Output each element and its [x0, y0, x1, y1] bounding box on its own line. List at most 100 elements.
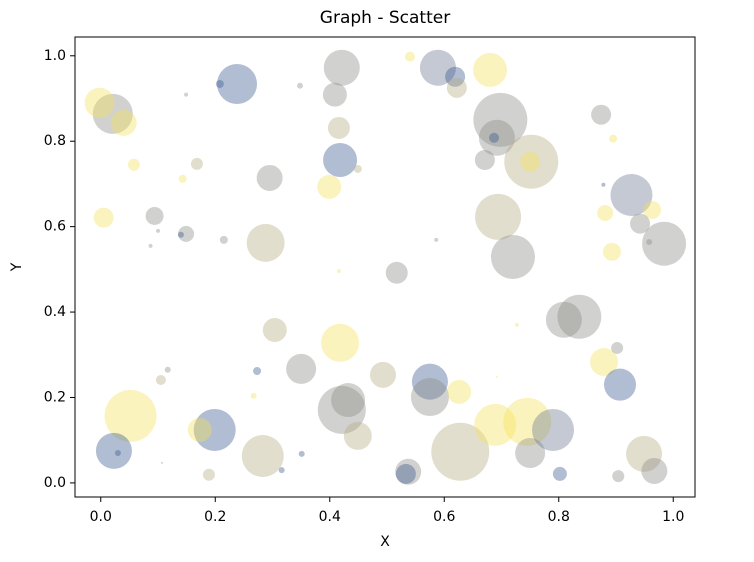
bubble [609, 134, 618, 143]
bubble [478, 119, 515, 156]
bubble [114, 450, 121, 457]
bubble [256, 164, 283, 191]
bubble [610, 174, 653, 217]
x-tick-label: 0.2 [204, 509, 226, 525]
bubble [156, 228, 161, 233]
bubble [323, 49, 360, 86]
bubble [589, 348, 618, 377]
y-tick-label: 0.4 [44, 304, 66, 320]
bubble [601, 182, 606, 187]
bubble [597, 204, 614, 221]
bubble [322, 82, 347, 107]
bubble [336, 269, 341, 274]
bubble [431, 422, 490, 481]
bubble [178, 174, 187, 183]
y-tick-label: 0.0 [44, 475, 66, 491]
bubble [95, 432, 132, 469]
bubble [591, 104, 612, 125]
x-axis-label: X [380, 534, 390, 550]
bubble [193, 408, 236, 451]
bubble [612, 470, 625, 483]
bubble [262, 317, 287, 342]
bubble [353, 164, 362, 173]
bubble [411, 363, 448, 400]
bubble [395, 463, 416, 484]
bubble [317, 174, 342, 199]
y-tick-label: 0.6 [44, 219, 66, 235]
y-axis-label: Y [9, 262, 25, 272]
x-tick-label: 1.0 [662, 509, 684, 525]
bubble [246, 223, 285, 262]
bubble [642, 221, 687, 266]
bubble [489, 132, 500, 143]
bubble [503, 397, 552, 446]
bubble [296, 82, 303, 89]
bubble [395, 458, 422, 485]
bubble [602, 242, 621, 261]
bubble [161, 461, 164, 464]
bubble [434, 237, 439, 242]
bubble [164, 366, 171, 373]
bubble [104, 389, 157, 442]
bubble [219, 235, 228, 244]
bubble [473, 92, 528, 147]
bubble [520, 151, 541, 172]
bubble [626, 435, 663, 472]
bubble [643, 200, 662, 219]
x-tick-label: 0.4 [319, 509, 341, 525]
bubble [155, 374, 166, 385]
bubble [532, 408, 575, 451]
bubble [190, 157, 203, 170]
bubble [495, 375, 498, 378]
bubble [93, 207, 114, 228]
bubble [184, 92, 189, 97]
plot-frame [74, 36, 696, 498]
bubble [250, 392, 257, 399]
bubble [474, 150, 495, 171]
bubble [514, 322, 519, 327]
bubble [557, 294, 602, 339]
bubble [317, 385, 366, 434]
bubble [253, 367, 262, 376]
x-tick-label: 0.8 [548, 509, 570, 525]
bubble [217, 63, 258, 104]
bubble [611, 341, 624, 354]
bubble [187, 417, 212, 442]
bubble [145, 206, 164, 225]
bubble [323, 143, 358, 178]
y-tick-label: 0.8 [44, 133, 66, 149]
bubble [504, 134, 559, 189]
bubble [515, 438, 546, 469]
bubble [298, 450, 305, 457]
bubble [419, 49, 456, 86]
bubble [630, 213, 651, 234]
bubble [92, 93, 133, 134]
bubble [369, 361, 396, 388]
bubble [241, 434, 284, 477]
bubble [331, 383, 366, 418]
bubble [447, 379, 472, 404]
y-tick-label: 0.2 [44, 389, 66, 405]
bubble [127, 158, 140, 171]
bubble [215, 79, 224, 88]
bubble [343, 421, 372, 450]
bubble [321, 323, 360, 362]
x-tick-label: 0.0 [90, 509, 112, 525]
bubble [646, 239, 653, 246]
bubble [545, 301, 582, 338]
bubble [286, 353, 317, 384]
bubble [202, 468, 215, 481]
chart-title: Graph - Scatter [320, 8, 450, 28]
bubble [490, 234, 535, 279]
bubble [552, 466, 567, 481]
bubble [641, 457, 668, 484]
bubble [385, 261, 408, 284]
bubble [446, 77, 467, 98]
bubble [404, 51, 415, 62]
bubble [475, 193, 522, 240]
bubble [84, 87, 115, 118]
bubble [445, 66, 466, 87]
plot-area [84, 49, 687, 485]
bubble [177, 231, 184, 238]
